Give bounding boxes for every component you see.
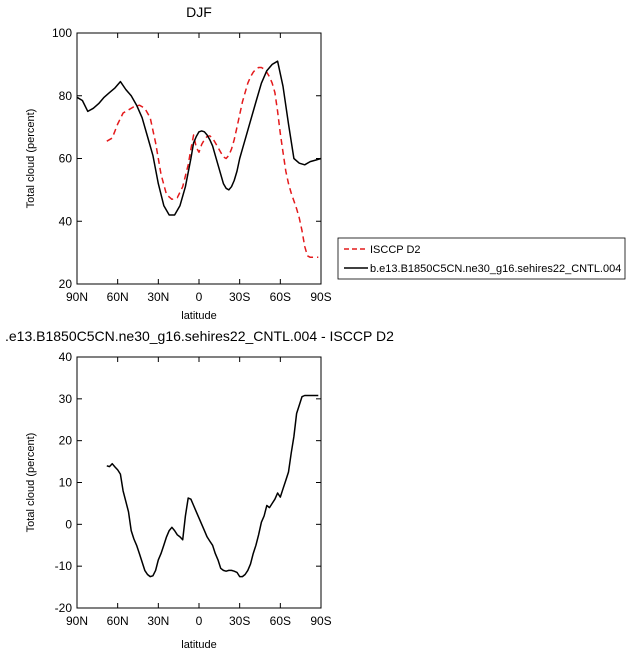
- top-x-tick-label: 0: [196, 290, 203, 304]
- top-x-tick-label: 90S: [310, 290, 331, 304]
- bottom-panel: .e13.B1850C5CN.ne30_g16.sehires22_CNTL.0…: [5, 328, 394, 651]
- bottom-y-tick-label: 30: [59, 392, 73, 406]
- top-x-tick-label: 60S: [270, 290, 291, 304]
- top-y-axis-label: Total cloud (percent): [25, 109, 37, 209]
- bottom-x-tick-label: 90S: [310, 614, 331, 628]
- bottom-series-line-0: [106, 394, 319, 578]
- top-x-tick-label: 60N: [107, 290, 129, 304]
- bottom-x-axis-label: latitude: [181, 639, 216, 651]
- legend-label-model: b.e13.B1850C5CN.ne30_g16.sehires22_CNTL.…: [370, 263, 621, 275]
- bottom-chart-title: .e13.B1850C5CN.ne30_g16.sehires22_CNTL.0…: [5, 328, 394, 344]
- top-y-tick-label: 80: [59, 89, 73, 103]
- top-chart-title: DJF: [186, 4, 212, 20]
- bottom-x-tick-label: 90N: [66, 614, 88, 628]
- legend: ISCCP D2 b.e13.B1850C5CN.ne30_g16.sehire…: [337, 237, 626, 280]
- top-plot-area: 90N 60N 30N 0 30S 60S 90S 20 40 60 80 100: [52, 26, 332, 304]
- top-y-tick-label: 100: [52, 26, 72, 40]
- bottom-y-tick-label: -10: [55, 559, 73, 573]
- top-x-tick-label: 90N: [66, 290, 88, 304]
- top-series-line-0: [106, 66, 319, 259]
- bottom-y-axis-label: Total cloud (percent): [25, 433, 37, 533]
- top-x-axis-label: latitude: [181, 310, 216, 322]
- bottom-x-tick-label: 60N: [107, 614, 129, 628]
- bottom-x-tick-label: 0: [196, 614, 203, 628]
- bottom-y-tick-label: 0: [65, 517, 72, 531]
- bottom-x-tick-label: 30S: [229, 614, 250, 628]
- top-x-tick-label: 30S: [229, 290, 250, 304]
- top-series-line-1: [76, 60, 322, 216]
- bottom-y-tick-label: -20: [55, 601, 73, 615]
- top-panel: DJF 90N 60N 30N 0 30S 60S 90S 20 40 60 80 100 latit…: [25, 4, 626, 322]
- bottom-x-tick-label: 60S: [270, 614, 291, 628]
- bottom-x-tick-label: 30N: [147, 614, 169, 628]
- bottom-y-tick-label: 10: [59, 476, 73, 490]
- top-y-tick-label: 40: [59, 214, 73, 228]
- legend-label-isccp: ISCCP D2: [370, 244, 421, 256]
- bottom-y-tick-label: 40: [59, 350, 73, 364]
- top-y-tick-label: 60: [59, 152, 73, 166]
- top-y-tick-label: 20: [59, 277, 73, 291]
- top-plot-frame: [76, 32, 322, 285]
- legend-box: [337, 237, 626, 280]
- top-x-tick-label: 30N: [147, 290, 169, 304]
- bottom-y-tick-label: 20: [59, 434, 73, 448]
- bottom-plot-frame: [76, 356, 322, 609]
- bottom-plot-area: 90N 60N 30N 0 30S 60S 90S -20 -10 0 10 20 30 40: [55, 350, 332, 628]
